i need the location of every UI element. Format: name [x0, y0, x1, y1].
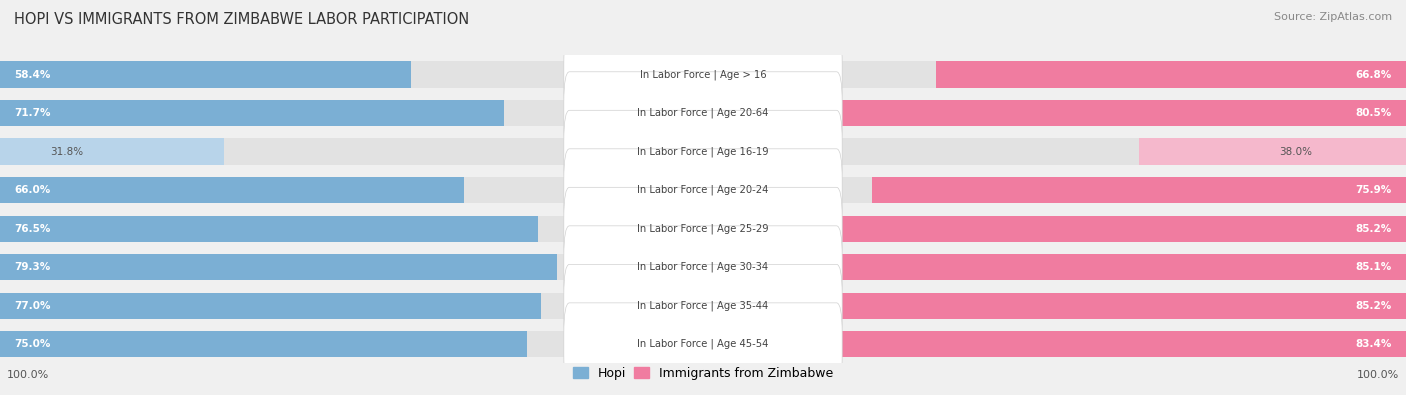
FancyBboxPatch shape	[0, 139, 224, 165]
FancyBboxPatch shape	[564, 33, 842, 116]
FancyBboxPatch shape	[0, 254, 558, 280]
FancyBboxPatch shape	[807, 293, 1406, 319]
FancyBboxPatch shape	[564, 110, 842, 193]
Text: 66.8%: 66.8%	[1355, 70, 1392, 79]
Text: In Labor Force | Age 45-54: In Labor Force | Age 45-54	[637, 339, 769, 350]
Text: 66.0%: 66.0%	[14, 185, 51, 195]
FancyBboxPatch shape	[564, 187, 842, 270]
Text: In Labor Force | Age 20-24: In Labor Force | Age 20-24	[637, 185, 769, 196]
Text: 75.9%: 75.9%	[1355, 185, 1392, 195]
FancyBboxPatch shape	[564, 72, 842, 154]
Text: 75.0%: 75.0%	[14, 339, 51, 349]
Text: 85.2%: 85.2%	[1355, 224, 1392, 233]
FancyBboxPatch shape	[807, 216, 1406, 242]
Text: In Labor Force | Age 35-44: In Labor Force | Age 35-44	[637, 300, 769, 311]
Text: 38.0%: 38.0%	[1279, 147, 1312, 156]
Text: 100.0%: 100.0%	[7, 370, 49, 380]
FancyBboxPatch shape	[564, 303, 842, 386]
FancyBboxPatch shape	[808, 254, 1406, 280]
Text: 31.8%: 31.8%	[49, 147, 83, 156]
FancyBboxPatch shape	[0, 139, 1406, 165]
FancyBboxPatch shape	[0, 100, 505, 126]
Text: HOPI VS IMMIGRANTS FROM ZIMBABWE LABOR PARTICIPATION: HOPI VS IMMIGRANTS FROM ZIMBABWE LABOR P…	[14, 12, 470, 27]
FancyBboxPatch shape	[0, 62, 411, 88]
Text: 77.0%: 77.0%	[14, 301, 51, 310]
Text: 76.5%: 76.5%	[14, 224, 51, 233]
Text: 71.7%: 71.7%	[14, 108, 51, 118]
FancyBboxPatch shape	[0, 177, 1406, 203]
Text: In Labor Force | Age 20-64: In Labor Force | Age 20-64	[637, 108, 769, 118]
Text: In Labor Force | Age 30-34: In Labor Force | Age 30-34	[637, 262, 769, 273]
FancyBboxPatch shape	[0, 62, 1406, 88]
FancyBboxPatch shape	[0, 331, 527, 357]
FancyBboxPatch shape	[564, 264, 842, 347]
FancyBboxPatch shape	[0, 100, 1406, 126]
FancyBboxPatch shape	[872, 177, 1406, 203]
Text: In Labor Force | Age > 16: In Labor Force | Age > 16	[640, 69, 766, 80]
Text: 79.3%: 79.3%	[14, 262, 51, 272]
FancyBboxPatch shape	[936, 62, 1406, 88]
Text: 83.4%: 83.4%	[1355, 339, 1392, 349]
FancyBboxPatch shape	[564, 149, 842, 231]
FancyBboxPatch shape	[0, 216, 1406, 242]
Text: 80.5%: 80.5%	[1355, 108, 1392, 118]
FancyBboxPatch shape	[820, 331, 1406, 357]
FancyBboxPatch shape	[1139, 139, 1406, 165]
Text: 85.1%: 85.1%	[1355, 262, 1392, 272]
FancyBboxPatch shape	[0, 331, 1406, 357]
Text: Source: ZipAtlas.com: Source: ZipAtlas.com	[1274, 12, 1392, 22]
FancyBboxPatch shape	[564, 226, 842, 308]
Text: 58.4%: 58.4%	[14, 70, 51, 79]
FancyBboxPatch shape	[0, 293, 541, 319]
FancyBboxPatch shape	[0, 177, 464, 203]
Text: In Labor Force | Age 16-19: In Labor Force | Age 16-19	[637, 146, 769, 157]
Text: 85.2%: 85.2%	[1355, 301, 1392, 310]
FancyBboxPatch shape	[0, 293, 1406, 319]
Legend: Hopi, Immigrants from Zimbabwe: Hopi, Immigrants from Zimbabwe	[568, 362, 838, 385]
Text: In Labor Force | Age 25-29: In Labor Force | Age 25-29	[637, 223, 769, 234]
Text: 100.0%: 100.0%	[1357, 370, 1399, 380]
FancyBboxPatch shape	[841, 100, 1406, 126]
FancyBboxPatch shape	[0, 254, 1406, 280]
FancyBboxPatch shape	[0, 216, 537, 242]
